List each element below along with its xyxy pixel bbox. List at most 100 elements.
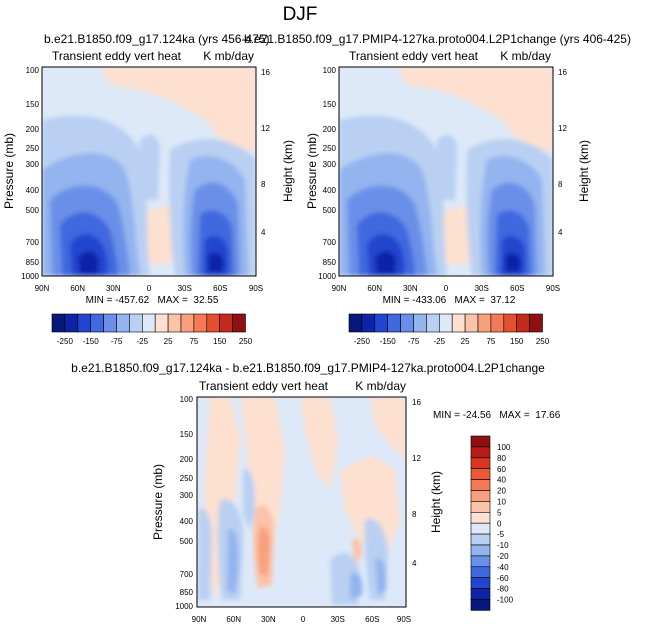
- x-tick-label: 30N: [261, 615, 276, 624]
- colorbar-1-label: -75: [111, 337, 123, 346]
- panel-3-cool-blob-sh-4: [375, 558, 387, 595]
- y-tick-label: 1000: [21, 272, 39, 281]
- y-tick-label: 150: [323, 100, 337, 109]
- y-tick-label: 100: [180, 395, 194, 404]
- y2-tick-label: 12: [261, 124, 270, 133]
- panel-3-right-label: K mb/day: [355, 379, 406, 393]
- colorbar-2-label: 250: [536, 337, 550, 346]
- panel-2-right-label: K mb/day: [500, 49, 551, 63]
- x-tick-label: 0: [301, 615, 306, 624]
- colorbar-1-label: 25: [164, 337, 173, 346]
- panel-3-cool-blob-nh-3: [227, 529, 239, 595]
- colorbar-1-label: 75: [189, 337, 198, 346]
- panel-3-warm-band-2: [240, 397, 285, 560]
- colorbar-3-label: 40: [497, 476, 506, 485]
- panel-1-title: b.e21.B1850.f09_g17.124ka (yrs 456-475): [44, 32, 270, 46]
- x-tick-label: 90S: [546, 284, 560, 293]
- y-tick-label: 850: [180, 588, 194, 597]
- y-tick-label: 100: [323, 66, 337, 75]
- y-tick-label: 700: [26, 238, 40, 247]
- colorbar-1: -250 -150 -75 -25 25 75 150 250: [51, 313, 253, 346]
- x-tick-label: 30S: [178, 284, 192, 293]
- panel-3-warm-band-4: [340, 455, 400, 560]
- colorbar-3-label: 100: [497, 443, 511, 452]
- colorbar-1-label: -250: [57, 337, 74, 346]
- panel-3-cool-blob-nh-4: [243, 469, 256, 530]
- panel-1-y2-ticks: 16 12 8 4: [261, 68, 270, 237]
- panel-3-warm-band-3: [300, 397, 338, 490]
- x-tick-label: 90N: [192, 615, 207, 624]
- colorbar-3-label: -60: [497, 574, 509, 583]
- colorbar-3-label: 60: [497, 465, 506, 474]
- panel-2-contour-sh-100: [505, 252, 521, 272]
- panel-3-field: [197, 397, 406, 607]
- panel-2-x-ticks: 90N 60N 30N 0 30S 60S 90S: [332, 284, 560, 293]
- y2-tick-label: 4: [412, 559, 417, 568]
- panel-2-y-ticks: 100 150 200 250 300 400 500 700 850 1000: [318, 66, 336, 281]
- panel-1-ylabel: Pressure (mb): [2, 133, 16, 209]
- x-tick-label: 60S: [213, 284, 227, 293]
- panel-3-y2label: Height (km): [429, 471, 443, 533]
- colorbar-2-label: 150: [510, 337, 524, 346]
- x-tick-label: 90N: [35, 284, 50, 293]
- panel-3-cool-blob-nh-1: [198, 508, 212, 600]
- page-title: DJF: [283, 4, 318, 25]
- colorbar-2-label: 25: [461, 337, 470, 346]
- panel-2-contour-nh-100: [375, 251, 396, 274]
- colorbar-1-label: 150: [213, 337, 227, 346]
- panel-2-frame: [338, 66, 554, 277]
- y-tick-label: 300: [323, 160, 337, 169]
- panel-3-ylabel: Pressure (mb): [151, 464, 165, 540]
- x-tick-label: 90N: [332, 284, 347, 293]
- colorbar-3: 100 80 60 40 20 10 5 0 -5 -10 -20 -40 -6…: [470, 435, 514, 611]
- panel-3-y2-ticks: 16 12 8 4: [412, 398, 421, 568]
- y-tick-label: 1000: [175, 602, 193, 611]
- panel-3-warm-band-1: [205, 397, 240, 600]
- x-tick-label: 60N: [226, 615, 241, 624]
- panel-2-stats: MIN = -433.06 MAX = 37.12: [383, 295, 516, 306]
- y-tick-label: 300: [26, 160, 40, 169]
- y-tick-label: 400: [26, 186, 40, 195]
- x-tick-label: 60S: [510, 284, 524, 293]
- y-tick-label: 500: [26, 206, 40, 215]
- y-tick-label: 200: [323, 125, 337, 134]
- panel-1-stats: MIN = -457.62 MAX = 32.55: [86, 295, 219, 306]
- panel-3-stats: MIN = -24.56 MAX = 17.66: [433, 410, 561, 421]
- panel-1-field: [42, 67, 256, 276]
- x-tick-label: 60S: [365, 615, 379, 624]
- panel-3-warm-sh-core: [352, 538, 362, 565]
- y-tick-label: 300: [180, 491, 194, 500]
- y-tick-label: 250: [323, 144, 337, 153]
- y2-tick-label: 12: [412, 454, 421, 463]
- panel-2-field: [339, 67, 553, 276]
- y2-tick-label: 16: [412, 398, 421, 407]
- x-tick-label: 0: [147, 284, 152, 293]
- panel-1-contour-sh-100: [208, 252, 224, 272]
- panel-2-warm-patch-upper: [397, 67, 553, 150]
- colorbar-3-label: 80: [497, 454, 506, 463]
- panel-1-left-label: Transient eddy vert heat: [52, 49, 182, 63]
- x-tick-label: 30N: [403, 284, 418, 293]
- y-tick-label: 700: [323, 238, 337, 247]
- panel-3-warm-band-5: [370, 397, 406, 460]
- y-tick-label: 250: [26, 144, 40, 153]
- panel-1-y-ticks: 100 150 200 250 300 400 500 700 850 1000: [21, 66, 39, 281]
- y2-tick-label: 8: [261, 180, 266, 189]
- y-tick-label: 1000: [318, 272, 336, 281]
- panel-1-warm-patch-upper: [100, 67, 256, 150]
- y2-tick-label: 4: [558, 228, 563, 237]
- colorbar-2-label: -75: [408, 337, 420, 346]
- y-tick-label: 400: [180, 517, 194, 526]
- y2-tick-label: 4: [261, 228, 266, 237]
- colorbar-2-label: -25: [434, 337, 446, 346]
- x-tick-label: 30S: [475, 284, 489, 293]
- y-tick-label: 100: [26, 66, 40, 75]
- panel-1-x-ticks: 90N 60N 30N 0 30S 60S 90S: [35, 284, 263, 293]
- colorbar-3-label: -100: [497, 596, 514, 605]
- panel-3-left-label: Transient eddy vert heat: [199, 379, 329, 393]
- y-tick-label: 700: [180, 570, 194, 579]
- colorbar-3-label: -20: [497, 552, 509, 561]
- panel-1-column-cell: [140, 134, 160, 200]
- y2-tick-label: 8: [558, 180, 563, 189]
